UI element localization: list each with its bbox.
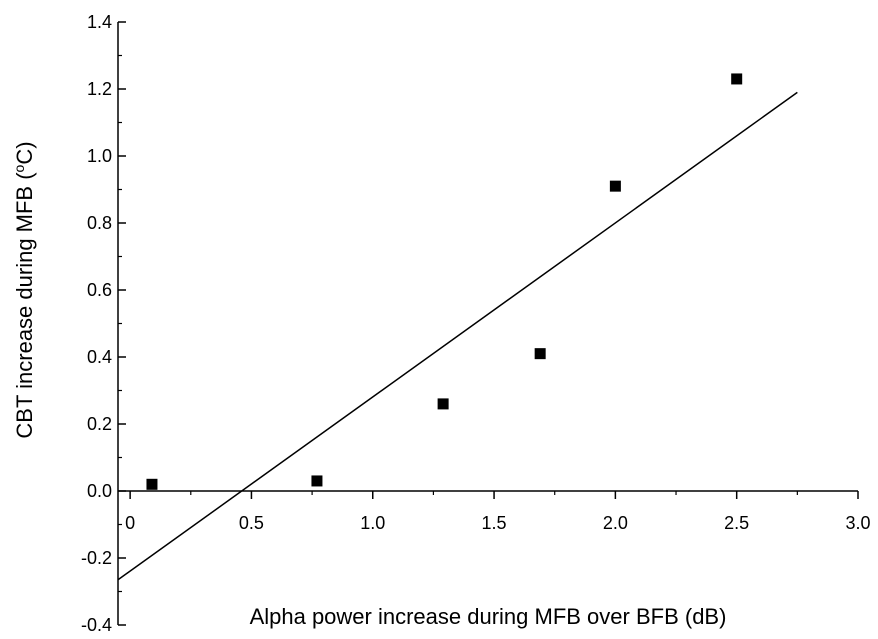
y-tick-label: -0.4 xyxy=(81,615,112,634)
x-tick-label: 2.0 xyxy=(603,513,628,533)
y-axis-title-main: CBT increase during MFB ( xyxy=(12,172,37,439)
y-tick-label: 0.4 xyxy=(87,347,112,367)
y-tick-label: -0.2 xyxy=(81,548,112,568)
data-point xyxy=(731,73,743,85)
y-tick-label: 1.2 xyxy=(87,79,112,99)
x-axis-title: Alpha power increase during MFB over BFB… xyxy=(250,604,727,629)
x-tick-label: 1.5 xyxy=(482,513,507,533)
x-tick-label: 1.0 xyxy=(360,513,385,533)
data-point xyxy=(534,348,546,360)
y-tick-label: 1.0 xyxy=(87,146,112,166)
x-tick-label: 0.5 xyxy=(239,513,264,533)
y-axis-title-superscript: o xyxy=(11,164,27,172)
y-tick-label: 1.4 xyxy=(87,12,112,32)
regression-line-group xyxy=(117,91,798,581)
data-point xyxy=(609,180,621,192)
data-point xyxy=(437,398,449,410)
data-point xyxy=(146,478,158,490)
y-tick-label: 0.6 xyxy=(87,280,112,300)
regression-line xyxy=(117,91,798,581)
x-tick-label: 0 xyxy=(125,513,135,533)
x-tick-label: 2.5 xyxy=(724,513,749,533)
data-points xyxy=(146,73,743,490)
y-tick-label: 0.2 xyxy=(87,414,112,434)
y-tick-label: 0.0 xyxy=(87,481,112,501)
data-point xyxy=(311,475,323,487)
y-axis-title: CBT increase during MFB (oC) xyxy=(11,141,37,438)
y-tick-label: 0.8 xyxy=(87,213,112,233)
x-tick-label: 3.0 xyxy=(845,513,870,533)
y-axis-title-unit: C) xyxy=(12,141,37,164)
